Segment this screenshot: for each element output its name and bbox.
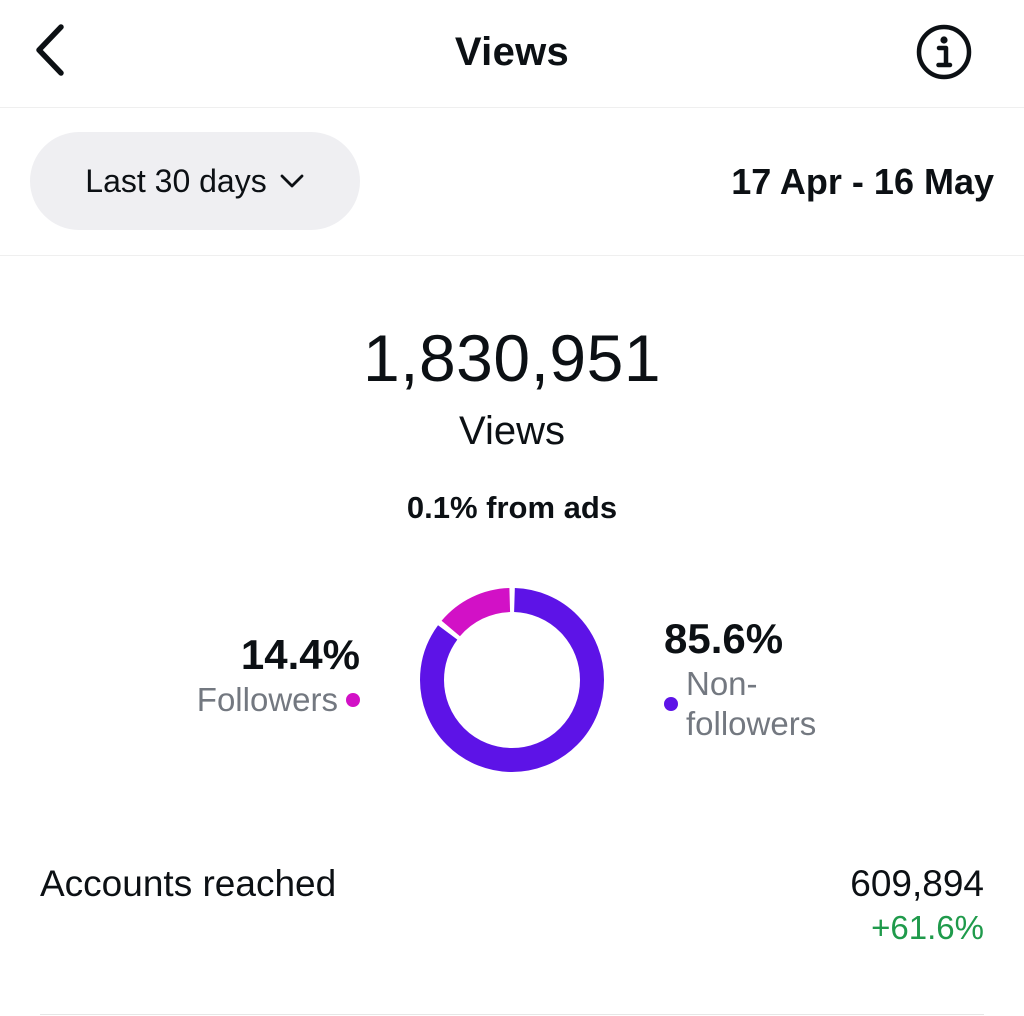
accounts-reached-row[interactable]: Accounts reached 609,894 +61.6% <box>40 856 984 1016</box>
period-dropdown[interactable]: Last 30 days <box>30 132 360 230</box>
total-views-value: 1,830,951 <box>362 321 662 395</box>
followers-percentage: 14.4% <box>240 631 360 678</box>
filter-row: Last 30 days 17 Apr - 16 May <box>0 108 1024 256</box>
views-donut-chart <box>412 580 612 780</box>
nonfollowers-dot <box>664 697 678 711</box>
followers-label: Followers <box>196 681 338 718</box>
followers-dot <box>346 693 360 707</box>
nonfollowers-legend: 85.6% Non-followers <box>664 614 836 744</box>
period-label: Last 30 days <box>85 162 267 199</box>
chevron-down-icon <box>279 168 305 194</box>
top-bar: Views <box>0 0 1024 108</box>
nonfollowers-percentage: 85.6% <box>664 615 784 662</box>
page-title: Views <box>454 30 570 74</box>
divider <box>40 1014 984 1015</box>
metric-label: Accounts reached <box>40 863 337 904</box>
back-button[interactable] <box>22 20 78 84</box>
info-circle-icon <box>915 23 973 86</box>
donut-segment-nonfollowers <box>420 588 604 772</box>
date-range: 17 Apr - 16 May <box>731 161 994 202</box>
nonfollowers-label: Non-followers <box>686 665 817 742</box>
chevron-left-icon <box>33 23 67 82</box>
metric-change: +61.6% <box>871 909 984 946</box>
total-views-label: Views <box>459 409 565 453</box>
metric-value: 609,894 <box>850 863 984 904</box>
ads-share-note: 0.1% from ads <box>406 490 618 525</box>
followers-legend: 14.4% Followers <box>197 630 360 720</box>
info-button[interactable] <box>910 22 978 86</box>
